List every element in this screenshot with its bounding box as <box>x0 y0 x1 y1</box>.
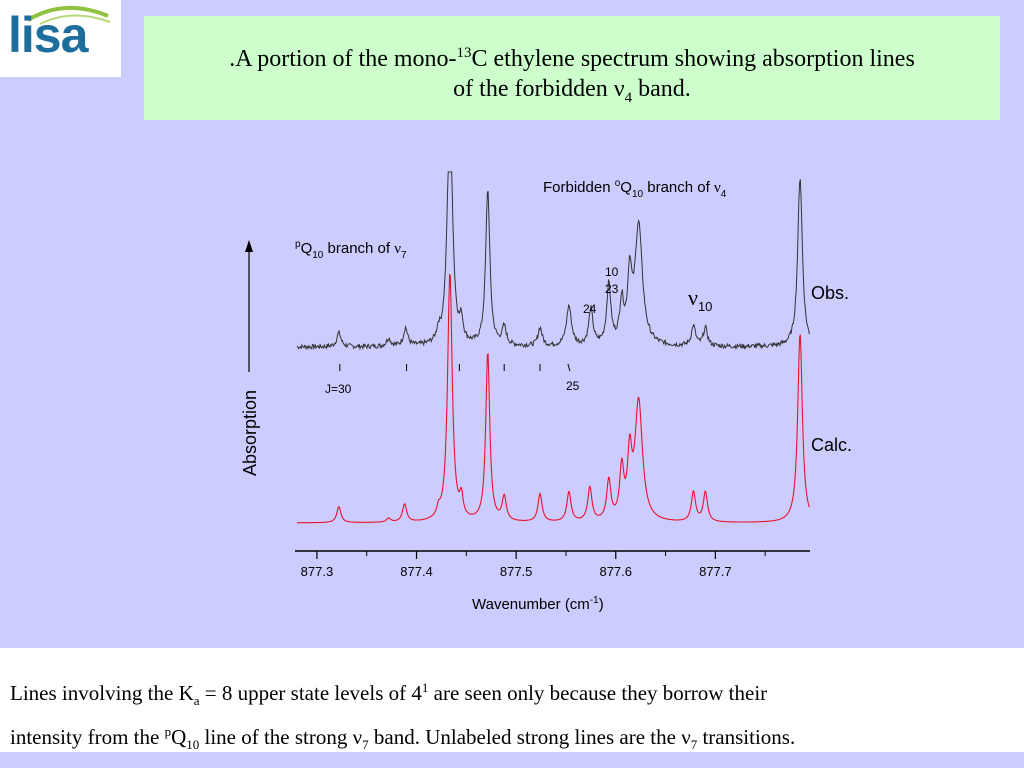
y-axis-label: Absorption <box>240 390 260 476</box>
caption-text: Lines involving the Ka = 8 upper state l… <box>10 680 796 753</box>
spectrum-chart: 877.3 877.4 877.5 877.6 877.7 Absorption For… <box>240 171 852 613</box>
logo-arc <box>26 6 111 25</box>
j-label-30: J=30 <box>325 382 352 396</box>
title-box: .A portion of the mono-13C ethylene spec… <box>144 16 1000 120</box>
forbidden-branch-label: Forbidden oQ10 branch of ν4 <box>543 178 727 200</box>
logo-text: lisa <box>8 7 88 63</box>
peak-label-23: 23 <box>605 282 619 296</box>
x-tick-label: 877.3 <box>301 564 334 579</box>
x-axis-label: Wavenumber (cm-1) <box>472 595 604 613</box>
obs-spectrum-line <box>296 171 810 351</box>
calc-label: Calc. <box>811 435 852 455</box>
peak-label-24: 24 <box>583 302 597 316</box>
slide-title: .A portion of the mono-13C ethylene spec… <box>229 45 915 106</box>
p-branch-label: pQ10 branch of ν7 <box>295 239 407 261</box>
x-tick-label: 877.6 <box>599 564 632 579</box>
j-label-25: 25 <box>566 379 580 393</box>
peak-label-10: 10 <box>605 265 619 279</box>
calc-spectrum-line <box>297 274 810 524</box>
caption-band: Lines involving the Ka = 8 upper state l… <box>0 648 1024 752</box>
nu10-label: ν10 <box>688 285 712 314</box>
y-axis-arrow <box>245 240 253 372</box>
x-tick-label: 877.7 <box>699 564 732 579</box>
x-tick-label: 877.5 <box>500 564 533 579</box>
x-tick-label: 877.4 <box>400 564 433 579</box>
logo: lisa <box>0 0 121 77</box>
j-assignment-tick <box>567 363 571 372</box>
obs-label: Obs. <box>811 283 849 303</box>
